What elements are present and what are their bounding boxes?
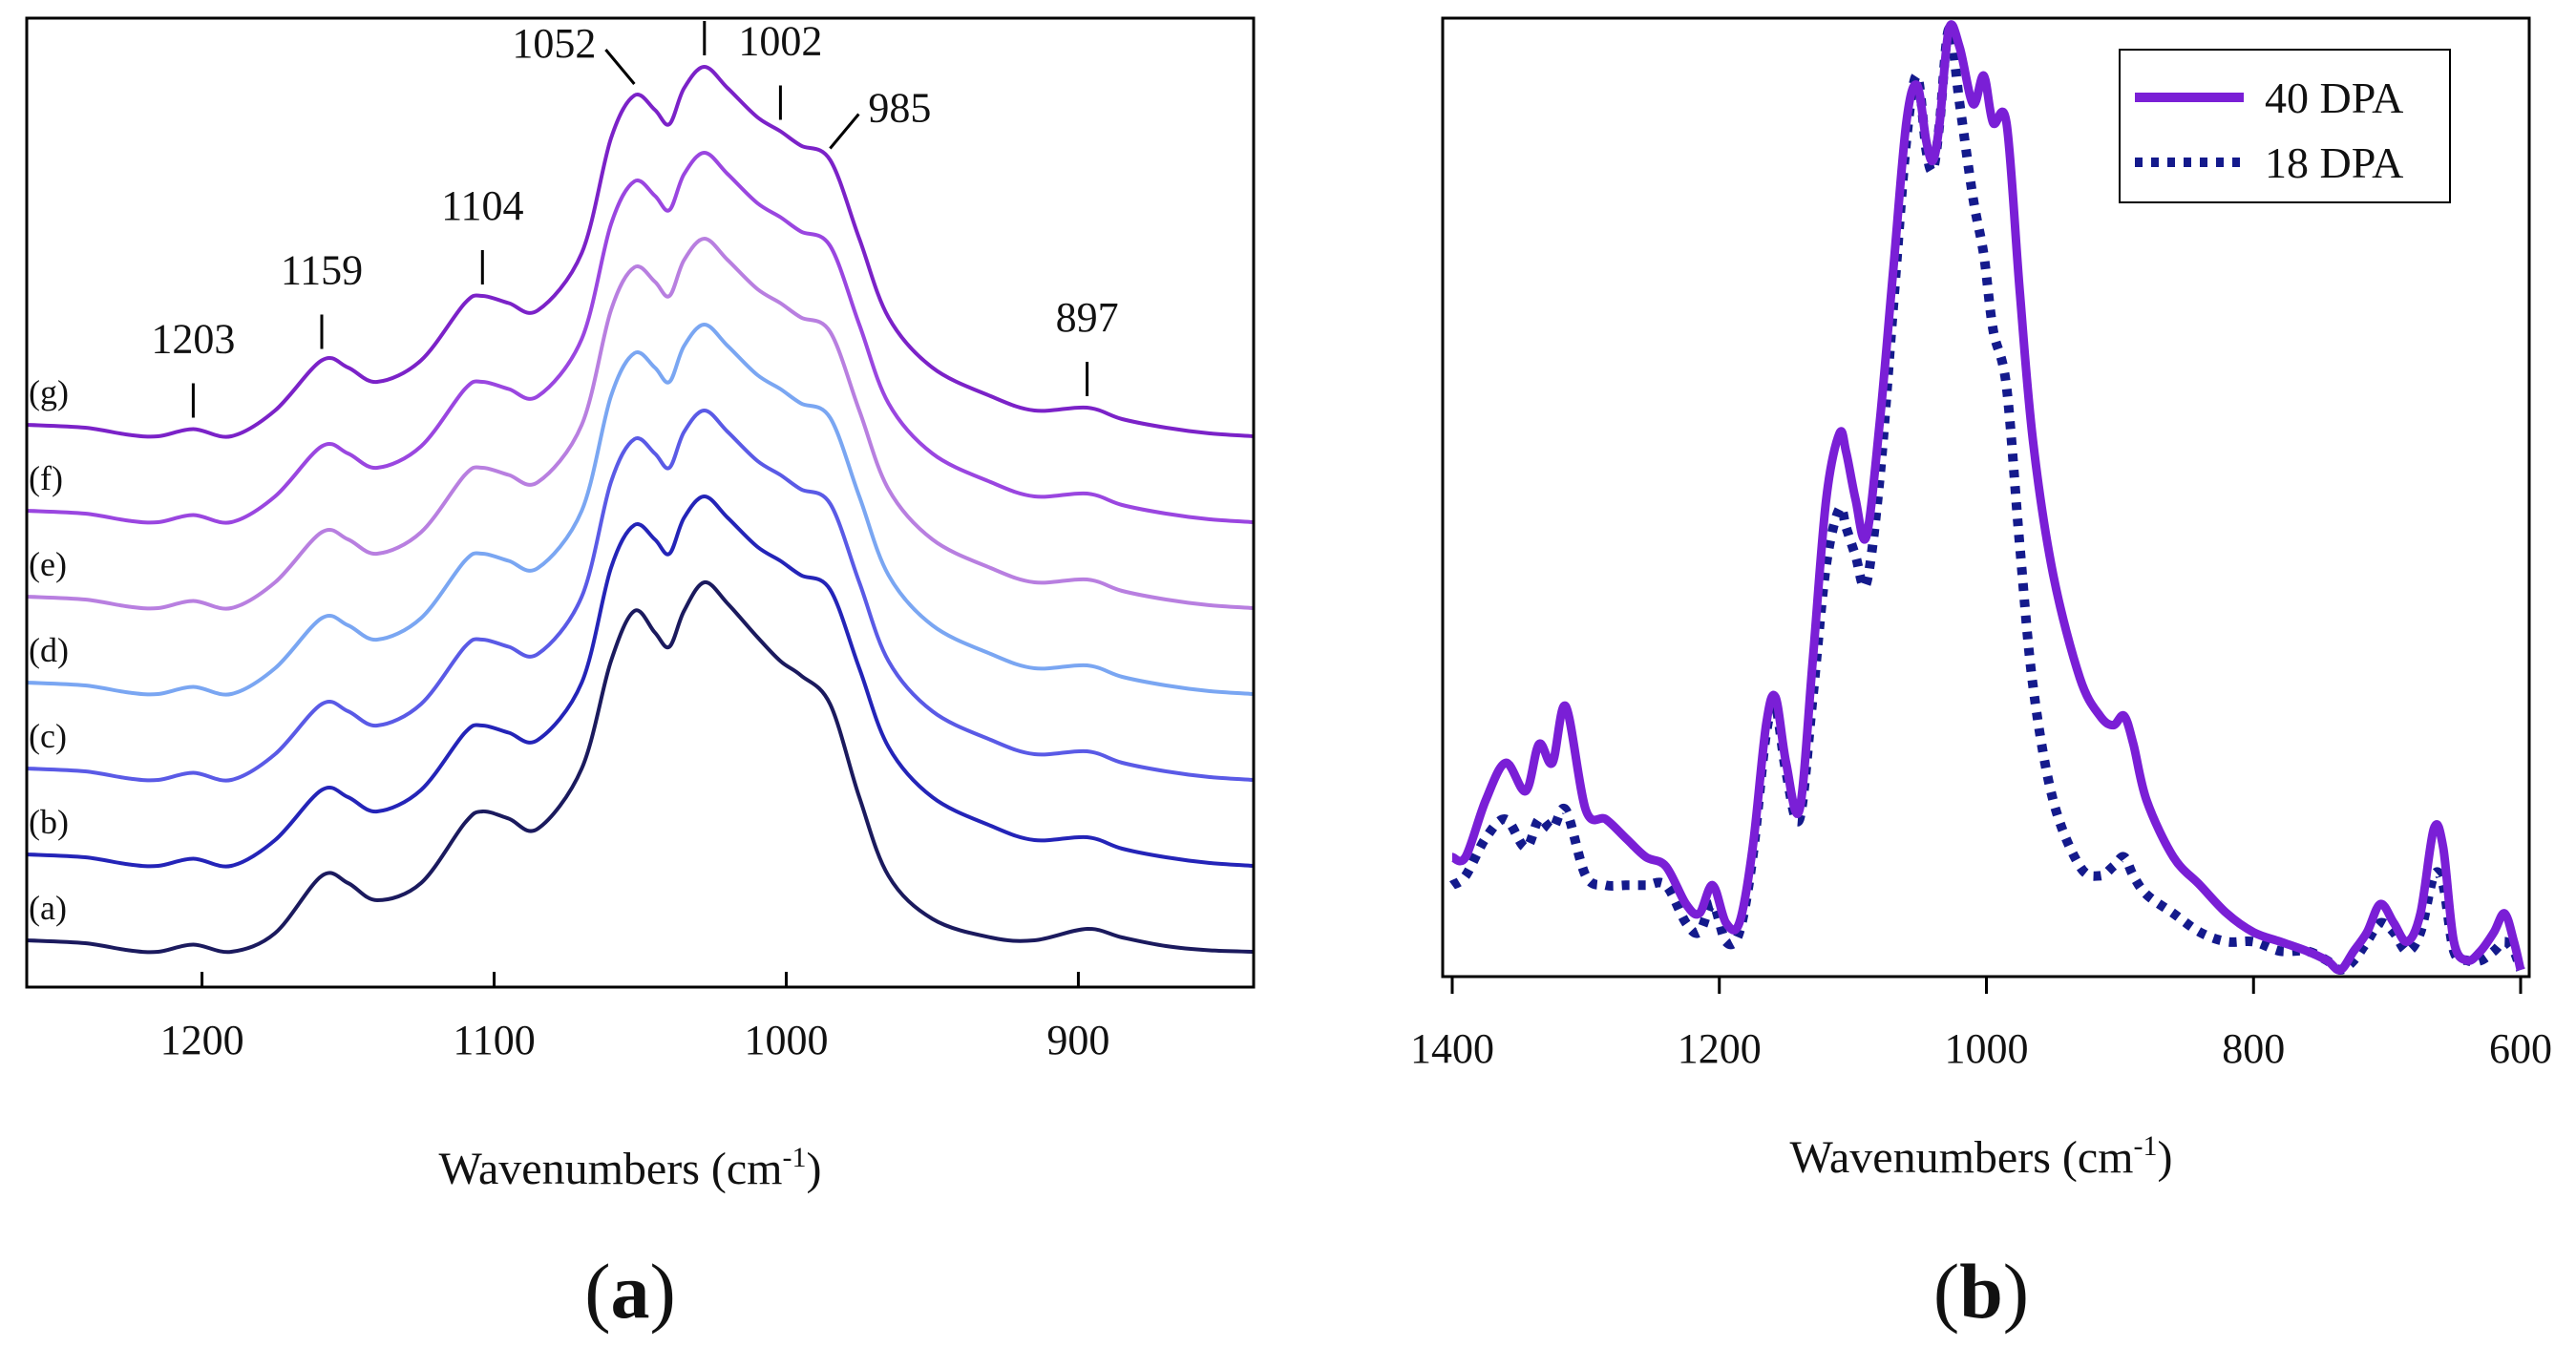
x-tick-label-1000: 1000	[744, 1017, 828, 1063]
peak-label-985: 985	[868, 85, 931, 132]
peak-label-1002: 1002	[738, 18, 822, 65]
trace-f	[26, 150, 1255, 525]
trace-e	[26, 236, 1255, 611]
trace-c	[26, 408, 1255, 783]
panel-b: 1400 1200 1000 800 600 40 DPA 18 DPA Wavenum…	[1410, 16, 2552, 1335]
panel-b-x-axis-title: Wavenumbers (cm-1)	[1790, 1130, 2173, 1183]
series-18-dpa	[1449, 23, 2525, 976]
panel-a-peak-annotations: 120311591104105210281002985897	[151, 18, 1119, 418]
x-tick-label-900: 900	[1046, 1017, 1109, 1063]
legend-box	[2119, 49, 2451, 203]
trace-d	[26, 322, 1255, 697]
x-tick-label-1000: 1000	[1945, 1025, 2029, 1072]
panel-a-traces	[26, 64, 1255, 955]
trace-label-a: (a)	[29, 889, 67, 927]
trace-label-d: (d)	[29, 631, 69, 669]
panel-a-x-axis: 1200 1100 1000 900	[160, 972, 1109, 1063]
x-tick-label-1200: 1200	[160, 1017, 244, 1063]
x-tick-label-1200: 1200	[1678, 1025, 1762, 1072]
panel-a: (a) (b) (c) (d) (e) (f) (g) 1203 1159 1104 1052 10…	[25, 16, 1256, 1335]
panel-a-x-axis-title: Wavenumbers (cm-1)	[439, 1142, 822, 1194]
x-tick-label-1400: 1400	[1410, 1025, 1494, 1072]
peak-marker-985	[829, 113, 860, 150]
peak-marker-1052	[604, 49, 636, 85]
trace-g	[26, 64, 1255, 439]
trace-a	[26, 580, 1255, 955]
trace-label-f: (f)	[29, 459, 63, 497]
trace-b	[26, 494, 1255, 869]
panel-b-label: (b)	[1933, 1248, 2029, 1335]
panel-b-x-axis: 1400 1200 1000 800 600	[1410, 977, 2552, 1072]
peak-label-1104: 1104	[441, 182, 523, 229]
peak-label-1159: 1159	[281, 247, 363, 294]
trace-label-g: (g)	[29, 373, 69, 411]
trace-label-c: (c)	[29, 717, 67, 755]
panel-a-label: (a)	[584, 1248, 676, 1335]
panel-b-traces	[1449, 20, 2525, 976]
legend-label-18dpa: 18 DPA	[2265, 138, 2403, 187]
trace-label-b: (b)	[29, 803, 69, 841]
panel-b-legend: 40 DPA 18 DPA	[2119, 49, 2451, 203]
x-tick-label-1100: 1100	[453, 1017, 535, 1063]
peak-label-1203: 1203	[151, 316, 235, 363]
trace-label-e: (e)	[29, 545, 67, 583]
peak-label-1052: 1052	[512, 20, 596, 67]
x-tick-label-600: 600	[2489, 1025, 2552, 1072]
panel-a-trace-labels: (a) (b) (c) (d) (e) (f) (g)	[29, 373, 69, 927]
peak-label-897: 897	[1056, 294, 1119, 341]
panel-a-plot-frame	[25, 16, 1256, 989]
series-40-dpa	[1450, 20, 2525, 975]
legend-label-40dpa: 40 DPA	[2265, 74, 2403, 122]
x-tick-label-800: 800	[2222, 1025, 2285, 1072]
